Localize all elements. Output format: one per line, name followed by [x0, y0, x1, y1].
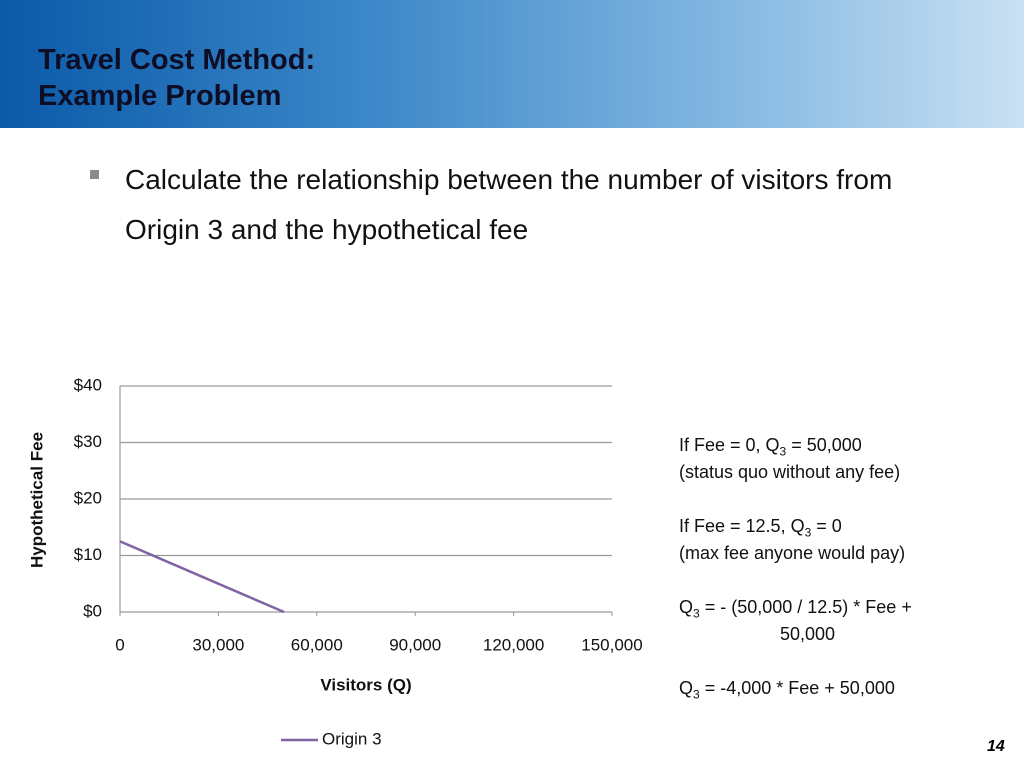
note-text: If Fee = 12.5, Q: [679, 516, 805, 536]
title: Travel Cost Method: Example Problem: [38, 42, 315, 114]
x-tick-label: 60,000: [291, 635, 343, 654]
line-series: [119, 540, 285, 614]
x-axis-title: Visitors (Q): [320, 675, 411, 694]
x-tick-label: 120,000: [483, 635, 544, 654]
note-line: 50,000: [679, 621, 912, 648]
note-text: = 0: [811, 516, 842, 536]
x-tick-label: 0: [115, 635, 124, 654]
x-tick-label: 90,000: [389, 635, 441, 654]
bullet-mark: [90, 170, 99, 179]
note-line: (max fee anyone would pay): [679, 540, 912, 567]
note-spacer: [679, 567, 912, 594]
x-tick-label: 150,000: [581, 635, 642, 654]
note-line: Q3 = - (50,000 / 12.5) * Fee +: [679, 594, 912, 621]
note-line: Q3 = -4,000 * Fee + 50,000: [679, 675, 912, 702]
note-line: (status quo without any fee): [679, 459, 912, 486]
title-band: [0, 0, 1024, 128]
note-spacer: [679, 486, 912, 513]
note-subscript: 3: [693, 687, 700, 702]
note-line: If Fee = 0, Q3 = 50,000: [679, 432, 912, 459]
y-tick-label: $0: [83, 601, 102, 620]
note-text: (status quo without any fee): [679, 462, 901, 482]
title-line: Example Problem: [38, 80, 282, 112]
note-text: Q: [679, 678, 694, 698]
note-text: If Fee = 0, Q: [679, 435, 780, 455]
x-tick-label: 30,000: [192, 635, 244, 654]
title-line: Travel Cost Method:: [38, 44, 316, 76]
y-axis-title: Hypothetical Fee: [27, 432, 46, 568]
note-text: 50,000: [780, 624, 836, 644]
y-tick-label: $40: [74, 375, 102, 394]
note-text: = - (50,000 / 12.5) * Fee +: [699, 597, 912, 617]
note-spacer: [679, 648, 912, 675]
y-tick-label: $10: [74, 545, 102, 564]
note-text: (max fee anyone would pay): [679, 543, 906, 563]
note-subscript: 3: [779, 444, 787, 459]
notes: If Fee = 0, Q3 = 50,000 (status quo with…: [679, 432, 912, 702]
note-subscript: 3: [804, 525, 812, 540]
note-text: = -4,000 * Fee + 50,000: [699, 678, 895, 698]
note-line: If Fee = 12.5, Q3 = 0: [679, 513, 912, 540]
note-text: Q: [679, 597, 694, 617]
y-tick-label: $20: [74, 488, 102, 507]
bullet-text: Calculate the relationship between the n…: [125, 164, 893, 245]
y-tick-label: $30: [74, 432, 102, 451]
page-number: 14: [987, 738, 1005, 755]
note-subscript: 3: [693, 606, 700, 621]
note-text: = 50,000: [786, 435, 862, 455]
legend-label: Origin 3: [322, 729, 382, 748]
